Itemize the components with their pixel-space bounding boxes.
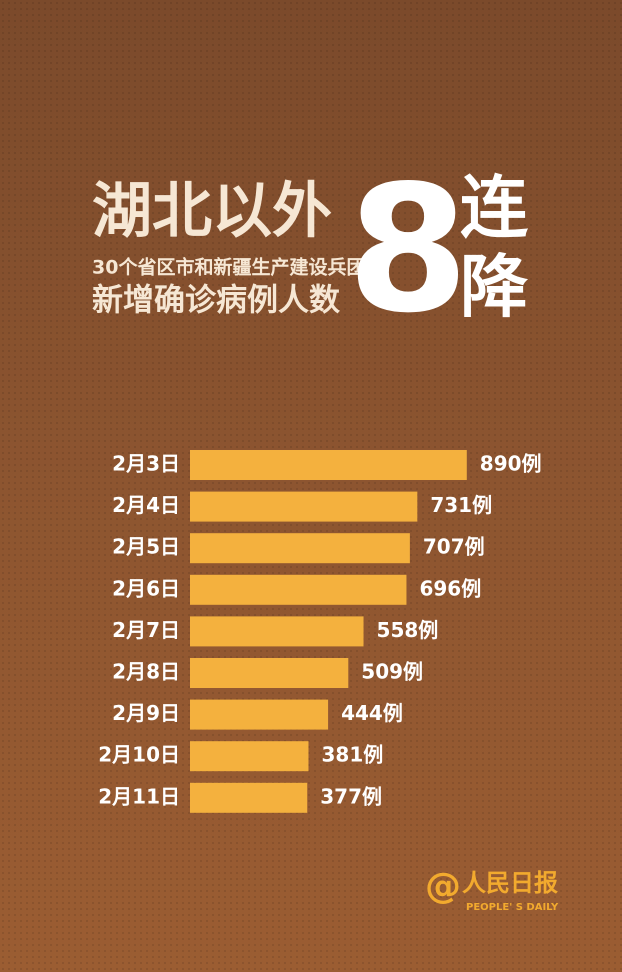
bar xyxy=(190,658,349,688)
header: 湖北以外 30个省区市和新疆生产建设兵团 新增确诊病例人数 8 连 降 xyxy=(92,149,528,352)
category-label: 2月7日 xyxy=(112,618,180,642)
category-label: 2月11日 xyxy=(98,784,180,808)
value-label: 377例 xyxy=(320,784,382,808)
bar xyxy=(190,574,407,605)
subtitle: 30个省区市和新疆生产建设兵团 xyxy=(92,256,365,279)
category-label: 2月9日 xyxy=(112,701,180,725)
value-label: 731例 xyxy=(430,493,492,517)
category-label: 2月8日 xyxy=(112,660,180,684)
chart: 2月3日 890例 2月4日 731例 2月5日 707例 2月6日 696例 2月7日 558例… xyxy=(98,450,542,813)
title: 湖北以外 xyxy=(92,177,332,247)
logo: @ 人民日报 PEOPLE' S DAILY xyxy=(425,866,559,913)
category-label: 2月10日 xyxy=(98,743,180,767)
bar xyxy=(190,699,329,730)
value-label: 381例 xyxy=(321,743,383,767)
logo-symbol: @ xyxy=(425,866,461,907)
value-label: 558例 xyxy=(377,618,439,642)
bar xyxy=(190,782,308,813)
logo-english: PEOPLE' S DAILY xyxy=(466,902,559,913)
bar xyxy=(190,616,364,647)
caption: 新增确诊病例人数 xyxy=(92,283,340,319)
trend-char: 连 xyxy=(460,170,528,249)
value-label: 890例 xyxy=(480,452,542,476)
value-label: 444例 xyxy=(341,701,403,725)
value-label: 707例 xyxy=(423,535,485,559)
trend-char: 降 xyxy=(460,249,528,328)
category-label: 2月5日 xyxy=(112,535,180,559)
category-label: 2月6日 xyxy=(112,576,180,600)
category-label: 2月4日 xyxy=(112,493,180,517)
value-label: 696例 xyxy=(419,576,481,600)
bar xyxy=(190,533,410,564)
logo-name: 人民日报 xyxy=(462,869,558,897)
value-label: 509例 xyxy=(361,660,423,684)
category-label: 2月3日 xyxy=(112,452,180,476)
bar xyxy=(190,450,467,480)
bar xyxy=(190,491,418,522)
bar xyxy=(190,741,309,772)
big-number: 8 xyxy=(347,149,469,352)
